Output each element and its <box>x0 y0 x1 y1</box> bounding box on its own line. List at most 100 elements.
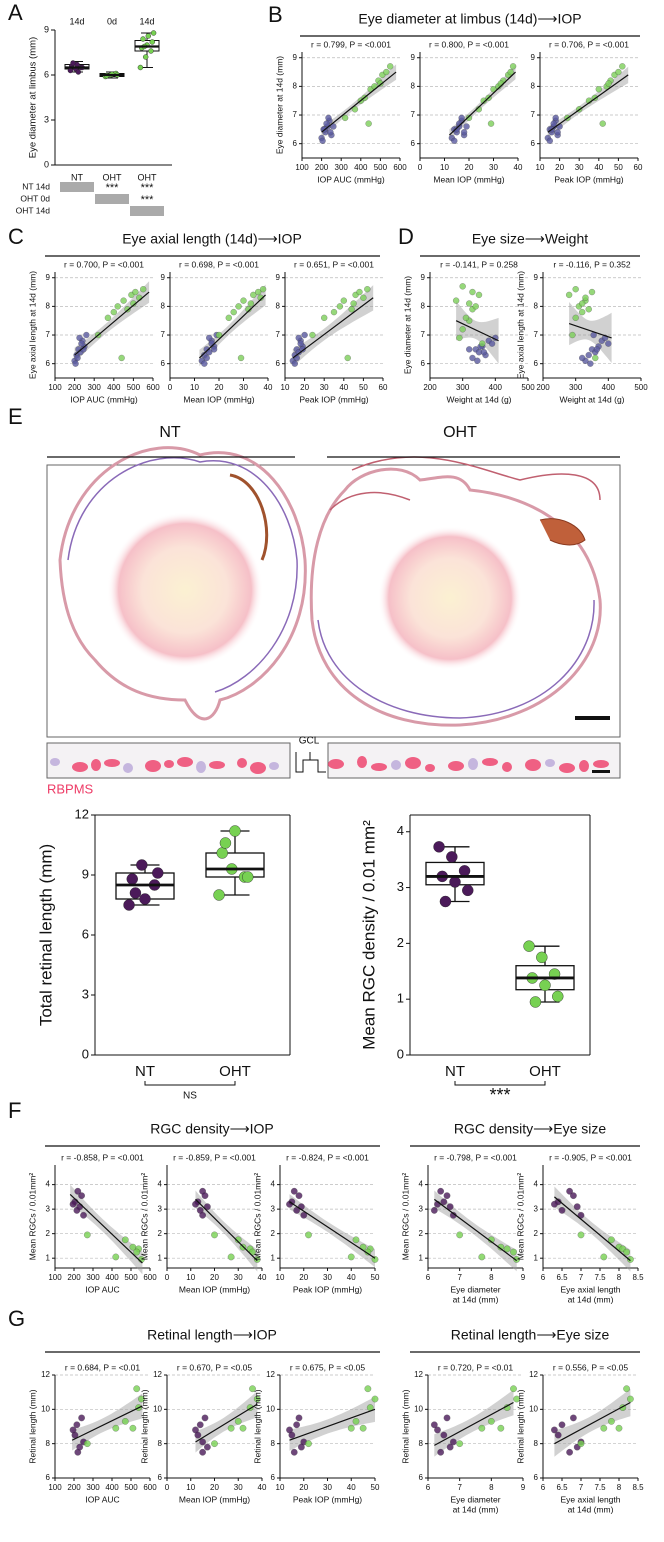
x-tick-label: 200 <box>67 1483 81 1492</box>
y-tick-label: 6 <box>411 139 416 148</box>
data-point <box>219 837 232 849</box>
x-tick-label: 8 <box>617 1483 622 1492</box>
stat-annotation: r = 0.720, P = <0.01 <box>438 1362 513 1372</box>
y-axis-label: Retinal length (mm) <box>252 1389 262 1463</box>
fit-line <box>547 74 629 133</box>
x-tick-label: 20 <box>210 1273 219 1282</box>
data-point <box>245 306 252 313</box>
data-point <box>479 340 486 347</box>
group-title: RGC density⟶Eye size <box>454 1121 607 1137</box>
data-point <box>237 354 245 362</box>
data-point <box>509 63 517 70</box>
data-point <box>551 1200 558 1208</box>
y-tick-label: 8 <box>271 1439 276 1448</box>
data-point <box>579 354 586 362</box>
x-tick-label: OHT <box>529 1063 561 1080</box>
data-point <box>463 123 470 130</box>
data-point <box>139 893 151 905</box>
y-tick-label: 1 <box>397 991 404 1006</box>
panel-letter: G <box>8 1306 25 1331</box>
y-tick-label: 6 <box>82 926 89 941</box>
y-tick-label: 9 <box>534 273 539 282</box>
x-axis-label: Mean IOP (mmHg) <box>179 1494 250 1504</box>
y-tick-label: 7 <box>411 110 416 119</box>
y-tick-label: 6 <box>534 1473 539 1482</box>
y-tick-label: 12 <box>41 1370 50 1379</box>
data-point <box>536 951 548 964</box>
comparison-self <box>60 182 94 192</box>
data-point <box>216 847 228 859</box>
y-tick-label: 6 <box>44 69 49 79</box>
fit-line <box>433 1198 518 1262</box>
data-point <box>140 286 147 293</box>
data-point <box>615 1424 623 1432</box>
x-tick-label: 10 <box>536 163 545 172</box>
confidence-band <box>195 1391 258 1453</box>
x-tick-label: 400 <box>354 163 368 172</box>
x-tick-label: 10 <box>186 1273 195 1282</box>
x-tick-label: 6.5 <box>556 1273 568 1282</box>
y-tick-label: 3 <box>397 879 404 894</box>
data-point <box>240 297 247 304</box>
comparison-self <box>130 206 164 216</box>
data-point <box>456 334 463 342</box>
x-tick-label: 40 <box>347 1483 356 1492</box>
scatter-plot: 6 7 8 9 0 10 20 30 40 r = 0.698, P = <0.001 Mean I… <box>161 259 273 404</box>
data-point <box>472 303 479 310</box>
data-point <box>462 884 474 897</box>
y-tick-label: 7 <box>276 330 281 339</box>
data-point <box>215 331 223 339</box>
data-point <box>104 314 112 321</box>
box-plot: 0 3 6 9 Eye diameter at limbus (mm) NT 14d OHT 0… <box>16 16 172 216</box>
confidence-band <box>70 1184 143 1275</box>
histology-image <box>46 446 621 779</box>
y-tick-label: 8 <box>419 1439 424 1448</box>
x-tick-label: 400 <box>105 1273 119 1282</box>
data-point <box>204 1443 211 1451</box>
panel-letter: A <box>8 0 23 25</box>
data-point <box>73 1421 81 1429</box>
y-tick-label: 6 <box>276 359 281 368</box>
fit-line <box>195 1198 258 1262</box>
data-point <box>330 308 338 316</box>
scatter-plot: 6 8 10 12 100 200 300 400 500 600 r = 0.684, P = <… <box>27 1362 157 1504</box>
fit-line <box>71 1405 143 1441</box>
y-axis-label: Mean RGC density / 0.01 mm² <box>359 820 378 1050</box>
x-tick-label: 200 <box>315 163 329 172</box>
x-axis-label: at 14d (mm) <box>453 1294 499 1304</box>
data-point <box>480 349 488 356</box>
y-axis-label: Mean RGCs / 0.01mm² <box>515 1173 525 1261</box>
significance: *** <box>489 1085 510 1105</box>
scatter-plot: 6 8 10 12 0 10 20 30 40 r = 0.670, P = <0.05 Retin… <box>139 1362 267 1504</box>
data-point <box>558 1421 566 1429</box>
confidence-band <box>195 1190 258 1272</box>
y-tick-label: 8 <box>534 301 539 310</box>
x-tick-label: 20 <box>555 163 564 172</box>
x-tick-label: 400 <box>602 383 616 392</box>
x-tick-label: 10 <box>440 163 449 172</box>
data-point <box>140 36 146 42</box>
data-point <box>301 331 308 339</box>
panel-letter: C <box>8 224 24 249</box>
data-point <box>453 126 460 133</box>
data-point <box>351 106 359 113</box>
x-tick-label: 300 <box>335 163 349 172</box>
stat-annotation: r = 0.675, P = <0.05 <box>290 1362 365 1372</box>
x-axis-label: Peak IOP (mmHg) <box>293 1284 362 1294</box>
data-point <box>478 1253 486 1261</box>
x-axis-label: Mean IOP (mmHg) <box>433 174 504 184</box>
x-tick-label: 30 <box>323 1483 332 1492</box>
data-point <box>383 68 390 76</box>
data-point <box>510 1385 517 1393</box>
data-point <box>203 354 210 362</box>
y-tick-label: 9 <box>421 273 426 282</box>
data-point <box>196 1421 204 1429</box>
x-tick-label: 200 <box>423 383 437 392</box>
data-point <box>211 1440 218 1448</box>
fit-line <box>292 297 374 359</box>
data-point <box>121 1418 129 1425</box>
significance-bracket <box>144 1081 236 1086</box>
y-tick-label: 1 <box>158 1253 163 1262</box>
y-tick-label: 10 <box>41 1404 50 1413</box>
